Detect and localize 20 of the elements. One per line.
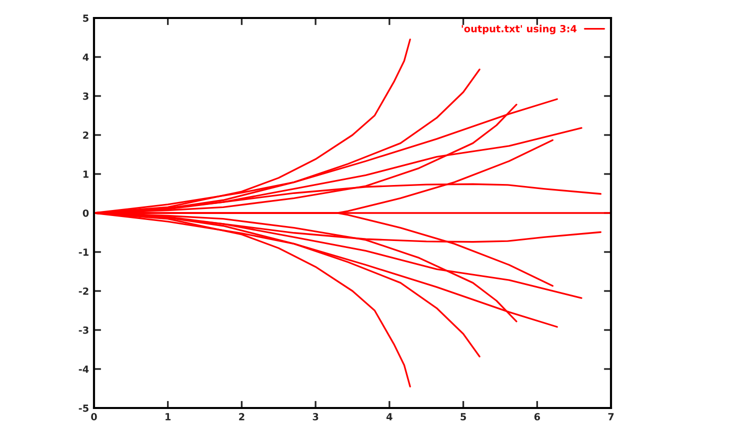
x-tick-label: 1 — [166, 413, 171, 420]
y-tick-label: -3 — [78, 326, 88, 334]
y-tick-label: 4 — [82, 54, 89, 61]
x-tick-label: 5 — [460, 413, 466, 420]
y-tick-label: 2 — [83, 131, 88, 139]
x-tick-label: 2 — [239, 413, 244, 420]
x-tick-label: 4 — [386, 413, 392, 420]
x-tick-label: 3 — [312, 413, 318, 420]
y-tick-label: -1 — [78, 248, 88, 256]
legend-label: 'output.txt' using 3:4 — [462, 24, 577, 34]
y-tick-label: -4 — [78, 366, 89, 373]
y-tick-label: -5 — [78, 404, 88, 412]
y-tick-label: -2 — [78, 287, 88, 295]
y-tick-label: 5 — [83, 14, 88, 22]
x-tick-label: 0 — [91, 413, 97, 420]
x-tick-label: 7 — [608, 413, 614, 420]
x-tick-label: 6 — [534, 413, 540, 420]
y-tick-label: 1 — [83, 170, 88, 178]
y-tick-label: 0 — [82, 209, 89, 217]
y-tick-label: 3 — [83, 92, 88, 100]
